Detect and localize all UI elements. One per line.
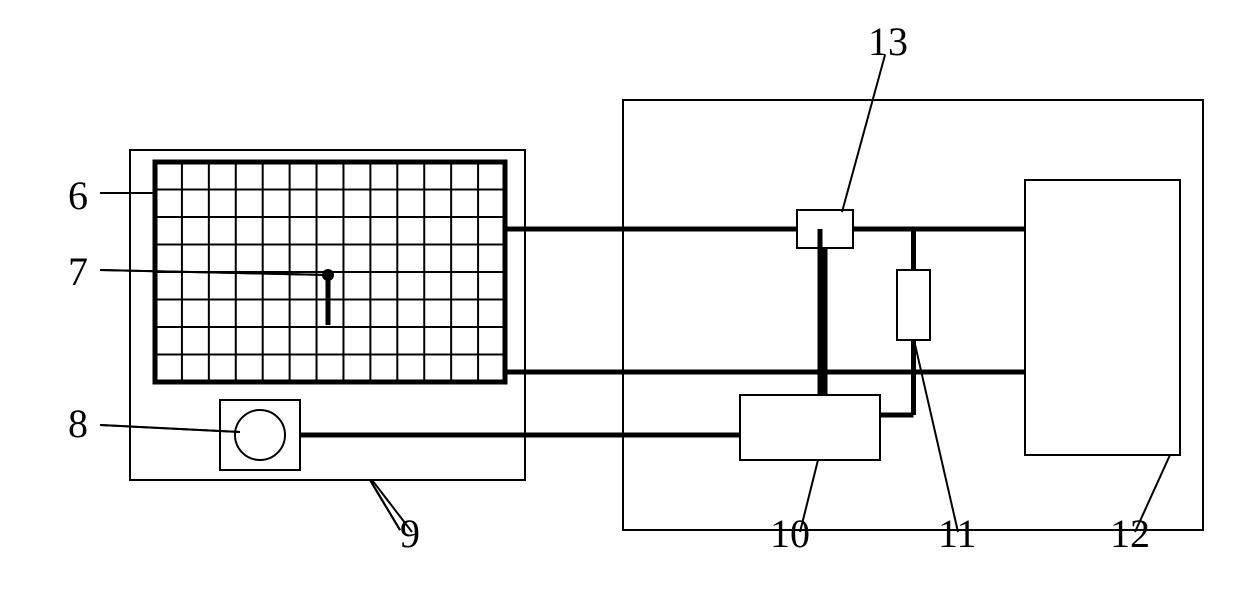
diagram-svg: [0, 0, 1240, 588]
callout-10: 10: [770, 510, 810, 557]
diagram-canvas: 6 7 8 9 10 11 12 13: [0, 0, 1240, 588]
callout-7: 7: [68, 248, 88, 295]
callout-6: 6: [68, 172, 88, 219]
callout-13: 13: [868, 18, 908, 65]
callout-9: 9: [400, 510, 420, 557]
callout-12: 12: [1110, 510, 1150, 557]
callout-11: 11: [938, 510, 977, 557]
callout-8: 8: [68, 400, 88, 447]
